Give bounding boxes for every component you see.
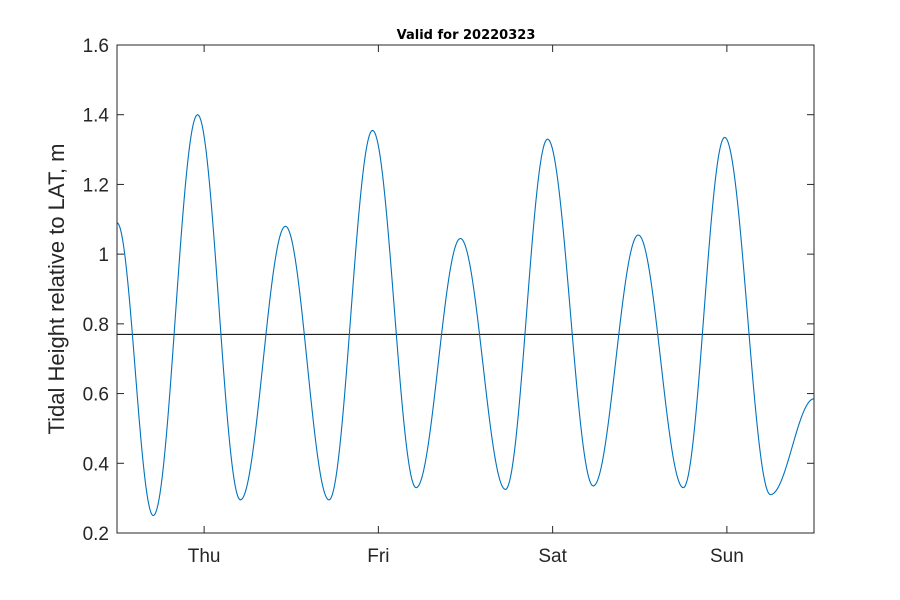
y-axis-title: Tidal Height relative to LAT, m [44, 143, 69, 434]
y-tick-label: 0.4 [83, 454, 110, 475]
y-tick-label: 0.8 [83, 315, 109, 336]
x-tick-label: Sun [710, 546, 744, 567]
y-tick-label: 1.2 [83, 175, 109, 196]
x-tick-label: Fri [367, 546, 389, 567]
y-tick-label: 1.4 [83, 106, 110, 127]
y-tick-label: 0.6 [83, 385, 109, 406]
series-layer [116, 114, 815, 517]
tick-labels: 0.2 0.4 0.6 0.8 1 1.2 1.4 1.6 Thu Fri Sat Sun [83, 36, 744, 567]
plot-area [117, 45, 814, 533]
x-tick-label: Sat [538, 546, 567, 567]
plot-frame [116, 44, 815, 534]
chart-title: Valid for 20220323 [397, 28, 536, 43]
y-tick-label: 0.2 [83, 524, 109, 545]
tide-series-line [116, 114, 815, 517]
y-tick-label: 1.6 [83, 36, 109, 57]
x-tick-label: Thu [188, 546, 221, 567]
y-tick-label: 1 [98, 245, 109, 266]
